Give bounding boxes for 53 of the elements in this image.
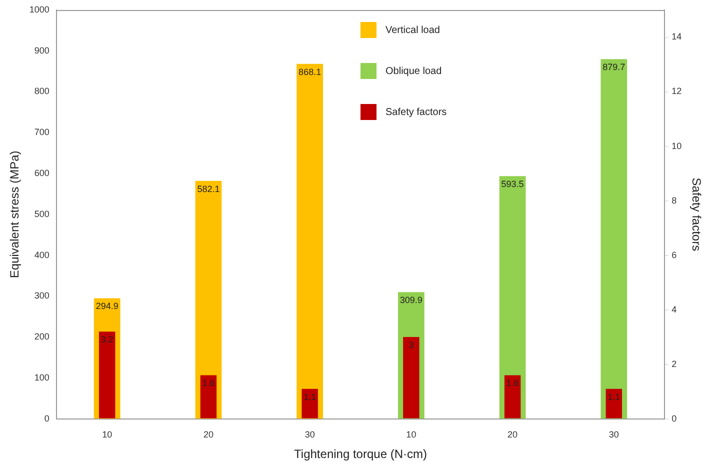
data-label: 1.1 <box>608 392 620 402</box>
y2-tick-label: 10 <box>672 140 682 151</box>
data-label: 593.5 <box>501 179 524 190</box>
y-tick-label: 200 <box>34 332 50 342</box>
y-tick-label: 300 <box>34 290 50 301</box>
legend-label: Vertical load <box>386 24 440 36</box>
y2-axis-title: Safety factors <box>689 178 704 252</box>
y2-tick-label: 8 <box>672 195 677 206</box>
x-axis-title: Tightening torque (N·cm) <box>294 447 427 462</box>
y-tick-label: 800 <box>34 86 50 96</box>
bar <box>98 332 116 418</box>
data-label: 309.9 <box>400 295 422 306</box>
y-tick-label: 100 <box>34 372 50 382</box>
data-label: 1.1 <box>304 392 316 402</box>
data-label: 879.7 <box>602 62 626 72</box>
y-axis-title: Equivalent stress (MPa) <box>8 150 22 278</box>
y-tick-label: 700 <box>34 127 50 138</box>
y-tick-label: 900 <box>34 45 50 56</box>
bar <box>403 337 420 418</box>
y2-tick-label: 6 <box>672 250 677 260</box>
x-tick-label: 10 <box>102 430 112 440</box>
bar <box>195 180 222 419</box>
data-label: 1.6 <box>202 378 215 388</box>
y-tick-label: 400 <box>34 250 50 260</box>
y2-tick-label: 14 <box>672 32 682 42</box>
y2-tick-label: 0 <box>672 413 677 424</box>
y-tick-label: 600 <box>34 168 50 178</box>
y2-tick-label: 4 <box>672 304 677 314</box>
bar <box>504 375 521 418</box>
y2-tick-label: 12 <box>672 86 682 96</box>
bar <box>600 59 628 419</box>
x-tick-label: 30 <box>304 430 315 440</box>
data-label: 3.2 <box>100 334 114 345</box>
y-tick-label: 500 <box>34 208 50 219</box>
x-tick-label: 10 <box>406 430 416 440</box>
data-label: 3 <box>408 340 414 350</box>
data-label: 294.9 <box>96 301 118 312</box>
bar <box>200 375 217 418</box>
legend-label: Oblique load <box>386 66 442 77</box>
x-tick-label: 20 <box>508 430 518 440</box>
data-label: 868.1 <box>298 66 322 77</box>
bar <box>499 176 526 419</box>
bar <box>606 388 622 418</box>
legend-label: Safety factors <box>386 106 447 118</box>
data-label: 1.6 <box>506 378 519 388</box>
y2-tick-label: 2 <box>672 358 677 369</box>
y-tick-label: 0 <box>44 413 50 424</box>
bar <box>296 64 323 419</box>
x-tick-label: 30 <box>608 430 619 440</box>
bar <box>302 388 318 418</box>
y-tick-label: 1000 <box>29 4 50 14</box>
data-label: 582.1 <box>197 184 220 194</box>
x-tick-label: 20 <box>203 430 214 440</box>
